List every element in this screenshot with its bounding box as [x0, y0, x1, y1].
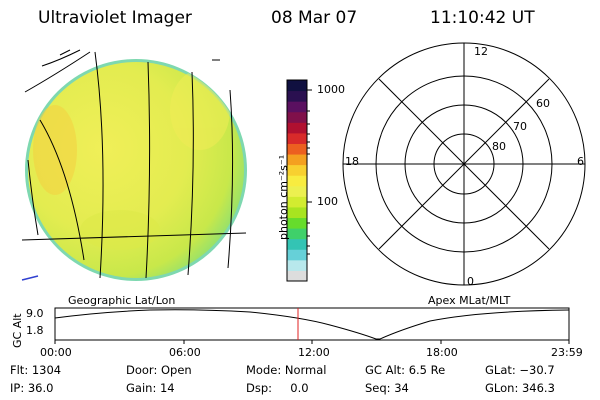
info-seq: Seq: 34	[365, 381, 409, 395]
geo-caption: Geographic Lat/Lon	[68, 294, 176, 307]
colorbar-minor-ticks	[307, 110, 310, 255]
mlt-label-12: 12	[474, 45, 488, 58]
colorbar-band	[287, 164, 307, 176]
limb-marker	[21, 275, 39, 281]
colorbar-band	[287, 122, 307, 134]
info-dsp: Dsp: 0.0	[246, 381, 309, 395]
gcalt-axis-label: GC Alt	[11, 313, 24, 348]
info-glat: GLat: −30.7	[485, 363, 555, 377]
xtick-1800: 18:00	[426, 346, 458, 359]
mlt-label-18: 18	[345, 155, 359, 168]
colorbar-band	[287, 154, 307, 166]
time-label: 11:10:42 UT	[430, 8, 535, 28]
colorbar-band	[287, 238, 307, 250]
mlt-label-0: 0	[467, 275, 474, 288]
colorbar-unit-label: photon cm⁻²s⁻¹	[277, 154, 290, 240]
colorbar-band	[287, 185, 307, 197]
mlat-label-80: 80	[492, 140, 506, 153]
info-gcalt: GC Alt: 6.5 Re	[365, 363, 446, 377]
colorbar-band	[287, 206, 307, 219]
geo-grid	[21, 49, 247, 279]
info-glon: GLon: 346.3	[485, 381, 555, 395]
ytick-1-8: 1.8	[26, 324, 44, 337]
colorbar-band	[287, 196, 307, 208]
mlat-label-70: 70	[513, 120, 527, 133]
colorbar-band	[287, 101, 307, 113]
colorbar-label-100: 100	[317, 195, 338, 208]
info-flt: Flt: 1304	[10, 363, 62, 377]
info-gain: Gain: 14	[126, 381, 175, 395]
colorbar-band	[287, 175, 307, 187]
colorbar	[287, 80, 307, 282]
xtick-1200: 12:00	[298, 346, 330, 359]
colorbar-band	[287, 259, 307, 271]
mlat-label-60: 60	[536, 97, 550, 110]
apex-caption: Apex MLat/MLT	[428, 294, 511, 307]
colorbar-band	[287, 132, 307, 144]
polar-plot	[342, 42, 586, 286]
xtick-0000: 00:00	[40, 346, 72, 359]
colorbar-band	[287, 143, 307, 155]
date-label: 08 Mar 07	[271, 8, 358, 28]
app-title: Ultraviolet Imager	[38, 8, 192, 28]
ytick-9: 9.0	[26, 307, 44, 320]
colorbar-frame	[286, 79, 308, 282]
colorbar-band	[287, 217, 307, 229]
colorbar-band	[287, 228, 307, 240]
colorbar-band	[287, 90, 307, 102]
mlt-label-6: 6	[577, 155, 584, 168]
colorbar-band	[287, 111, 307, 123]
xtick-2359: 23:59	[551, 346, 583, 359]
colorbar-band	[287, 270, 307, 282]
colorbar-band	[287, 80, 307, 92]
colorbar-label-1000: 1000	[317, 83, 345, 96]
xtick-0600: 06:00	[169, 346, 201, 359]
info-door: Door: Open	[126, 363, 192, 377]
earth-image	[25, 59, 247, 281]
colorbar-band	[287, 249, 307, 261]
altitude-plot	[54, 307, 570, 344]
info-ip: IP: 36.0	[10, 381, 54, 395]
info-mode: Mode: Normal	[246, 363, 327, 377]
